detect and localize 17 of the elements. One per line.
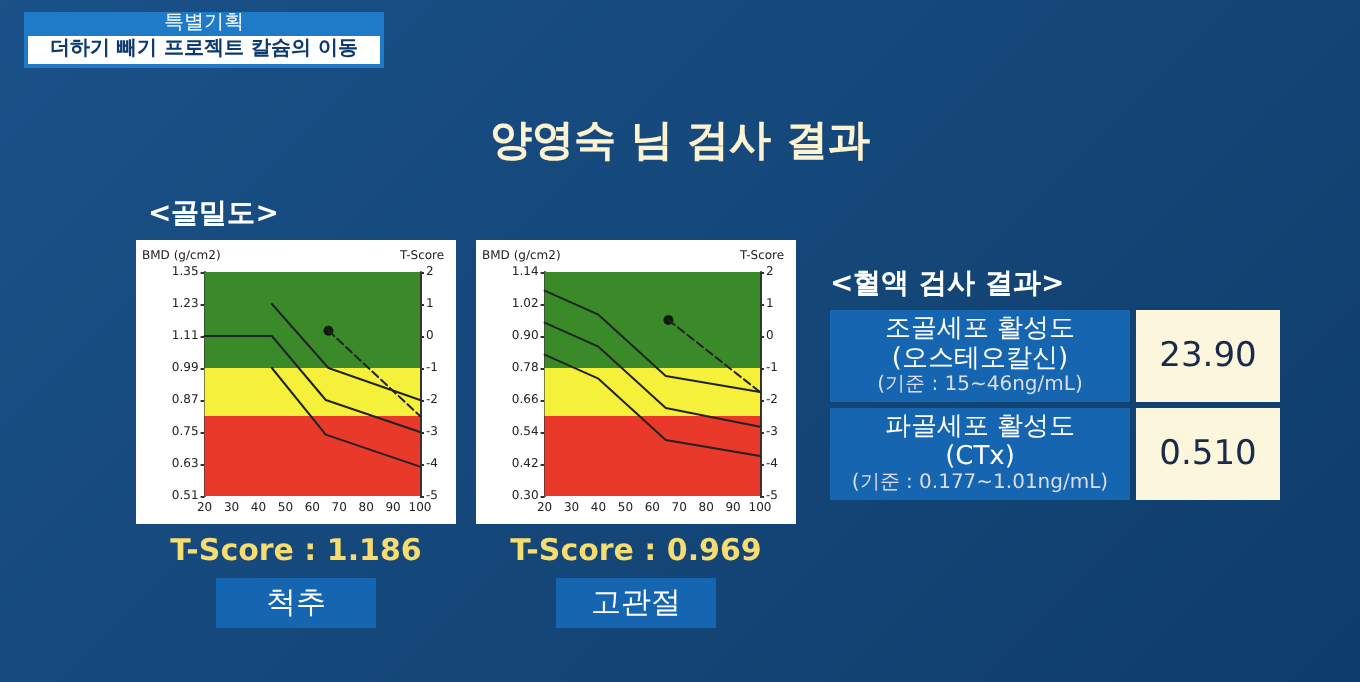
text: 특별기획 bbox=[162, 12, 246, 36]
text: <골밀도> bbox=[148, 196, 279, 232]
category-label: 파골세포 활성도 (CTx) bbox=[882, 412, 1078, 472]
text: <혈액 검사 결과> bbox=[830, 266, 1067, 302]
line-series bbox=[543, 321, 761, 428]
text: 0.510 bbox=[1159, 434, 1257, 474]
text: 양영숙 님 검사 결과 bbox=[488, 114, 872, 168]
text: 23.90 bbox=[1159, 336, 1257, 376]
text: 척추 bbox=[216, 578, 376, 628]
text: (기준 : 0.177~1.01ng/mL) bbox=[849, 472, 1111, 496]
text: (기준 : 15~46ng/mL) bbox=[875, 374, 1085, 398]
text: T-Score : 0.969 bbox=[508, 532, 764, 568]
text: T-Score : 1.186 bbox=[168, 532, 424, 568]
line-series bbox=[543, 353, 761, 457]
category-label: 조골세포 활성도 (오스테오칼신) bbox=[882, 314, 1078, 374]
text: 더하기 빼기 프로젝트 칼슘의 이동 bbox=[28, 36, 380, 64]
text: 고관절 bbox=[556, 578, 716, 628]
